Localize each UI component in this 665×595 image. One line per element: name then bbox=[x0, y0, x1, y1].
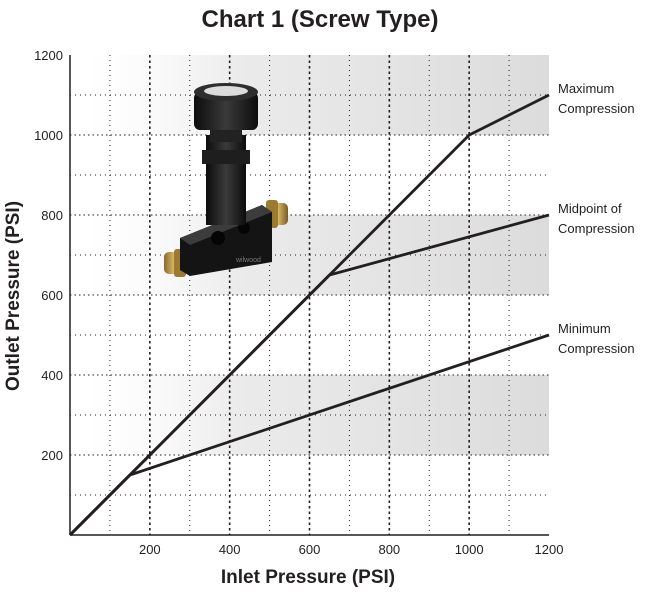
x-tick-label-800: 800 bbox=[378, 542, 400, 557]
series-label-line: Minimum bbox=[558, 321, 611, 336]
y-tick-label-1200: 1200 bbox=[34, 48, 63, 63]
plot-frame bbox=[69, 55, 549, 536]
x-tick-label-200: 200 bbox=[139, 542, 161, 557]
y-tick-label-400: 400 bbox=[41, 368, 63, 383]
x-tick-label-1200: 1200 bbox=[535, 542, 564, 557]
series-lines bbox=[69, 93, 550, 536]
series-label-line: Maximum bbox=[558, 81, 614, 96]
y-tick-label-800: 800 bbox=[41, 208, 63, 223]
x-axis-ticks: 200 400 600 800 1000 1200 bbox=[139, 542, 563, 557]
x-axis-title: Inlet Pressure (PSI) bbox=[221, 567, 395, 588]
x-tick-label-400: 400 bbox=[219, 542, 241, 557]
series-label-line: Midpoint of bbox=[558, 201, 622, 216]
series-label-line: Compression bbox=[558, 221, 635, 236]
series-line-2 bbox=[69, 333, 550, 536]
series-label-line: Compression bbox=[558, 341, 635, 356]
chart-title: Chart 1 (Screw Type) bbox=[202, 6, 439, 33]
grid-lines bbox=[70, 55, 549, 535]
series-label-line: Compression bbox=[558, 101, 635, 116]
y-tick-label-1000: 1000 bbox=[34, 128, 63, 143]
y-tick-label-600: 600 bbox=[41, 288, 63, 303]
y-axis-ticks: 200 400 600 800 1000 1200 bbox=[34, 48, 63, 463]
valve-brand-label: wilwood bbox=[235, 257, 261, 264]
proportioning-valve-icon: wilwood bbox=[164, 83, 288, 277]
series-label-2: Minimum Compression bbox=[558, 321, 635, 356]
y-axis-title: Outlet Pressure (PSI) bbox=[3, 201, 24, 391]
series-labels: Maximum Compression Midpoint of Compression… bbox=[558, 81, 635, 356]
y-tick-label-200: 200 bbox=[41, 448, 63, 463]
x-tick-label-1000: 1000 bbox=[455, 542, 484, 557]
x-tick-label-600: 600 bbox=[299, 542, 321, 557]
series-label-1: Midpoint of Compression bbox=[558, 201, 635, 236]
series-label-0: Maximum Compression bbox=[558, 81, 635, 116]
